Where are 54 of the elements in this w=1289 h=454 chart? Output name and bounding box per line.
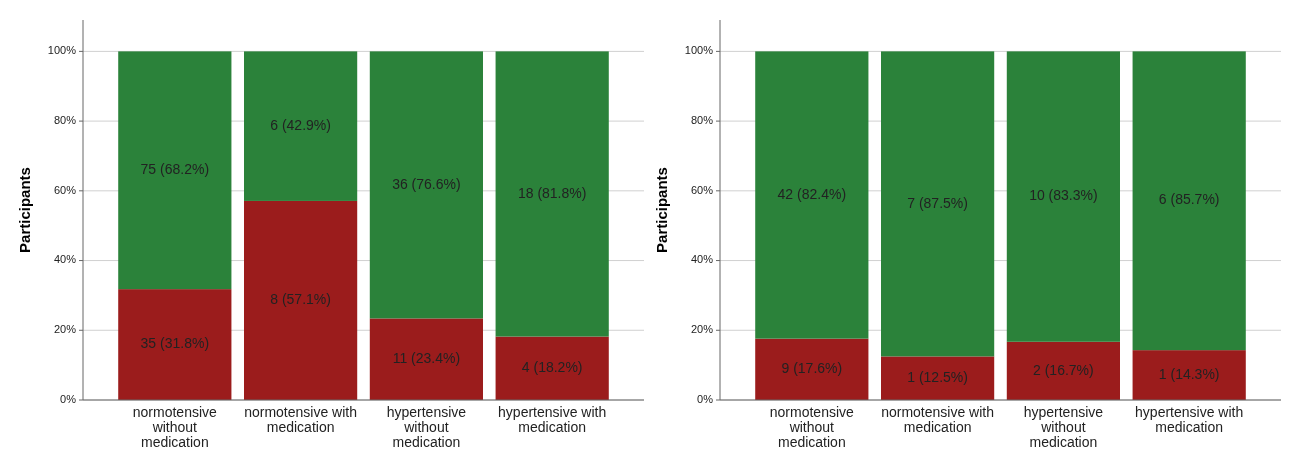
bar — [244, 200, 358, 400]
data-label: 75 (68.2%) — [140, 160, 210, 177]
y-tick-label: 20% — [690, 323, 714, 336]
bar — [1006, 341, 1120, 400]
y-tick-label: 60% — [53, 183, 77, 196]
data-label: 42 (82.4%) — [777, 185, 847, 202]
data-label: 36 (76.6%) — [392, 175, 461, 192]
y-tick-label: 40% — [690, 253, 714, 266]
data-label: 35 (31.8%) — [140, 335, 210, 352]
x-tick-label: hypertensive with medication — [498, 404, 607, 435]
bar — [881, 51, 995, 357]
bar — [1006, 51, 1120, 342]
bar — [755, 51, 869, 339]
data-label: 1 (14.3%) — [1158, 365, 1220, 382]
bar — [244, 51, 358, 201]
bar — [118, 289, 232, 400]
y-tick-label: 100% — [47, 44, 77, 57]
bar — [369, 51, 483, 319]
y-tick-label: 80% — [690, 114, 714, 127]
bar — [118, 51, 232, 290]
bar — [369, 318, 483, 400]
data-label: 2 (16.7%) — [1033, 361, 1094, 378]
data-label: 11 (23.4%) — [392, 349, 461, 366]
data-label: 4 (18.2%) — [521, 358, 583, 375]
y-tick-label: 60% — [690, 183, 714, 196]
bar — [495, 51, 609, 337]
x-tick-label: normotensive without medication — [132, 404, 218, 450]
bar — [881, 356, 995, 400]
y-tick-label: 0% — [697, 392, 714, 405]
x-tick-label: hypertensive without medication — [386, 404, 467, 450]
bar — [495, 336, 609, 400]
y-tick-label: 40% — [53, 253, 77, 266]
data-label: 6 (85.7%) — [1158, 191, 1220, 208]
y-tick-label: 20% — [53, 323, 77, 336]
data-label: 9 (17.6%) — [781, 360, 843, 377]
y-axis-title: Participants — [16, 167, 33, 253]
bar — [755, 338, 869, 400]
data-label: 18 (81.8%) — [517, 184, 587, 201]
x-tick-label: hypertensive without medication — [1023, 404, 1104, 450]
bar — [1132, 350, 1246, 400]
bar — [1132, 51, 1246, 351]
data-label: 8 (57.1%) — [270, 291, 331, 308]
y-tick-label: 100% — [684, 44, 714, 57]
data-label: 10 (83.3%) — [1029, 187, 1098, 204]
data-label: 7 (87.5%) — [907, 194, 968, 211]
y-tick-label: 0% — [60, 392, 77, 405]
data-label: 1 (12.5%) — [907, 368, 968, 385]
data-label: 6 (42.9%) — [270, 116, 331, 133]
x-tick-label: normotensive with medication — [244, 404, 358, 435]
x-tick-label: hypertensive with medication — [1135, 404, 1244, 435]
x-tick-label: normotensive without medication — [769, 404, 855, 450]
y-tick-label: 80% — [53, 114, 77, 127]
y-axis-title: Participants — [653, 167, 670, 253]
x-tick-label: normotensive with medication — [881, 404, 995, 435]
